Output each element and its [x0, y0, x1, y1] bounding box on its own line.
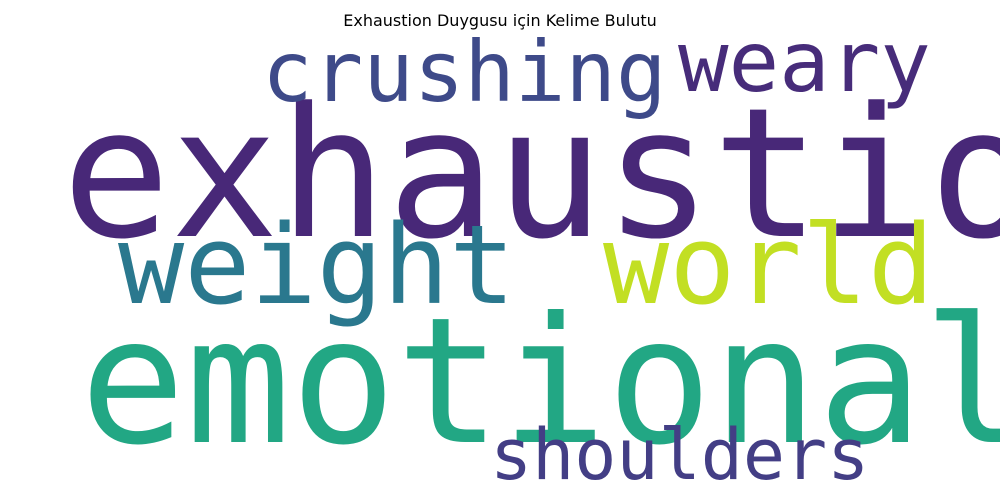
word-exhaustion: exhaustion — [62, 70, 1000, 279]
word-world: world — [603, 201, 935, 329]
word-crushing: crushing — [262, 23, 667, 121]
word-emotional: emotional — [80, 281, 1000, 484]
word-weight: weight — [118, 201, 516, 329]
word-weary: weary — [678, 13, 931, 111]
word-shoulders: shoulders — [490, 414, 870, 496]
chart-title: Exhaustion Duygusu için Kelime Bulutu — [343, 11, 657, 30]
